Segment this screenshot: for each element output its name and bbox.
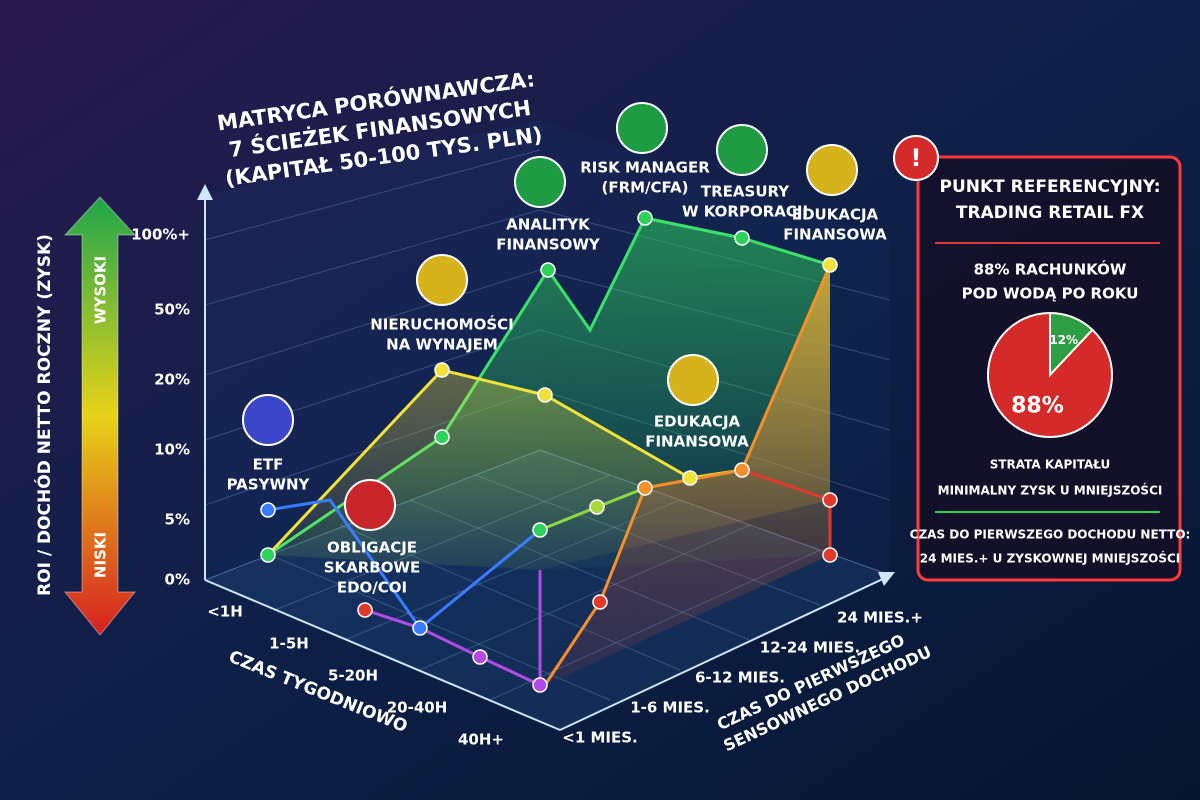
path-label: (FRM/CFA) bbox=[601, 179, 688, 197]
axis-level: 24 MIES.+ bbox=[837, 609, 923, 627]
pie-slice bbox=[987, 311, 1113, 438]
axis-level: 12-24 MIES. bbox=[760, 639, 860, 657]
panel-heading: PUNKT REFERENCYJNY: bbox=[939, 177, 1160, 197]
axis-level: 1-5H bbox=[269, 635, 309, 653]
axis-level: 50% bbox=[154, 301, 190, 319]
scale-low: NISKI bbox=[92, 532, 110, 578]
path-label: EDO/COI bbox=[337, 579, 407, 597]
panel-heading: TRADING RETAIL FX bbox=[956, 203, 1144, 223]
axis-level: 100%+ bbox=[131, 226, 190, 244]
path-label: EDUKACJA bbox=[792, 206, 879, 224]
panel-note: STRATA KAPITAŁU bbox=[990, 458, 1111, 472]
path-label: EDUKACJA bbox=[654, 413, 741, 431]
panel-note: MINIMALNY ZYSK U MNIEJSZOŚCI bbox=[938, 483, 1163, 498]
path-label: ANALITYK bbox=[506, 216, 591, 234]
axis-level: 0% bbox=[165, 571, 190, 589]
panel-footer: CZAS DO PIERWSZEGO DOCHODU NETTO: bbox=[910, 528, 1191, 542]
path-label: NA WYNAJEM bbox=[386, 336, 498, 354]
pie-value-label: 88% bbox=[1011, 394, 1064, 419]
axis-label: ROI / DOCHÓD NETTO ROCZNY (ZYSK) bbox=[33, 234, 55, 596]
path-label: FINANSOWY bbox=[496, 236, 601, 254]
path-label: SKARBOWE bbox=[324, 559, 421, 577]
axis-level: 5-20H bbox=[328, 667, 378, 685]
path-label: NIERUCHOMOŚCI bbox=[370, 315, 514, 334]
axis-level: <1 MIES. bbox=[562, 729, 637, 747]
path-label: OBLIGACJE bbox=[327, 539, 417, 557]
axis-level: 5% bbox=[165, 511, 190, 529]
data-paths bbox=[242, 102, 858, 693]
axis-level: 40H+ bbox=[458, 731, 504, 749]
path-label: PASYWNY bbox=[227, 476, 311, 494]
path-label: W KORPORACJI bbox=[682, 203, 808, 221]
path-label: TREASURY bbox=[701, 183, 790, 201]
path-label: RISK MANAGER bbox=[580, 159, 710, 177]
panel-subheading: POD WODĄ PO ROKU bbox=[962, 285, 1139, 303]
path-label: FINANSOWA bbox=[645, 433, 749, 451]
axis-level: 6-12 MIES. bbox=[695, 669, 785, 687]
panel-footer: 24 MIES.+ U ZYSKOWNEJ MNIEJSZOŚCI bbox=[920, 551, 1181, 566]
scale-high: WYSOKI bbox=[92, 256, 110, 324]
warning-mark: ! bbox=[911, 144, 922, 172]
pie-value-label: 12% bbox=[1049, 333, 1078, 347]
axis-level: 1-6 MIES. bbox=[630, 699, 710, 717]
axis-level: <1H bbox=[207, 603, 243, 621]
path-label: FINANSOWA bbox=[783, 226, 887, 244]
axis-level: 20-40H bbox=[387, 699, 448, 717]
panel-subheading: 88% RACHUNKÓW bbox=[974, 260, 1127, 279]
axis-level: 20% bbox=[154, 371, 190, 389]
roi-scale bbox=[63, 196, 137, 636]
path-label: ETF bbox=[253, 456, 284, 474]
axis-level: 10% bbox=[154, 441, 190, 459]
warning-icon bbox=[893, 135, 939, 181]
